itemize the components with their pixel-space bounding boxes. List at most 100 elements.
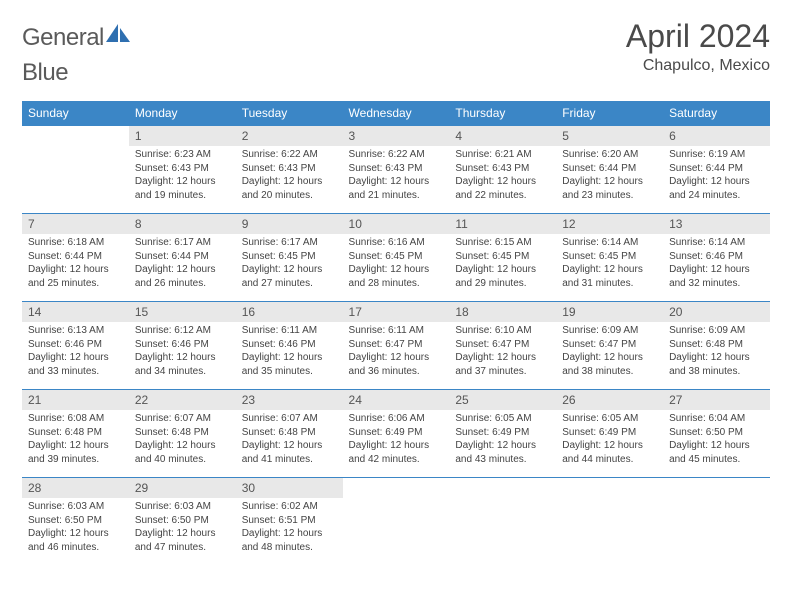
day-number: 18	[449, 302, 556, 322]
calendar-cell: 11Sunrise: 6:15 AMSunset: 6:45 PMDayligh…	[449, 214, 556, 302]
day-details: Sunrise: 6:05 AMSunset: 6:49 PMDaylight:…	[449, 410, 556, 470]
day-number	[663, 478, 770, 484]
day-number	[343, 478, 450, 484]
sunrise-line: Sunrise: 6:03 AM	[135, 500, 230, 514]
day-number: 28	[22, 478, 129, 498]
title-block: April 2024 Chapulco, Mexico	[626, 18, 770, 75]
day-number: 6	[663, 126, 770, 146]
calendar-cell: 19Sunrise: 6:09 AMSunset: 6:47 PMDayligh…	[556, 302, 663, 390]
day-details: Sunrise: 6:14 AMSunset: 6:45 PMDaylight:…	[556, 234, 663, 294]
sunrise-line: Sunrise: 6:20 AM	[562, 148, 657, 162]
calendar-table: Sunday Monday Tuesday Wednesday Thursday…	[22, 101, 770, 566]
sunrise-line: Sunrise: 6:11 AM	[349, 324, 444, 338]
sunset-line: Sunset: 6:43 PM	[135, 162, 230, 176]
logo-text-2: Blue	[22, 59, 68, 86]
day-number: 14	[22, 302, 129, 322]
sunrise-line: Sunrise: 6:23 AM	[135, 148, 230, 162]
daylight-line: Daylight: 12 hours and 43 minutes.	[455, 439, 550, 466]
daylight-line: Daylight: 12 hours and 26 minutes.	[135, 263, 230, 290]
calendar-cell: 30Sunrise: 6:02 AMSunset: 6:51 PMDayligh…	[236, 478, 343, 566]
calendar-cell: 26Sunrise: 6:05 AMSunset: 6:49 PMDayligh…	[556, 390, 663, 478]
calendar-cell: 29Sunrise: 6:03 AMSunset: 6:50 PMDayligh…	[129, 478, 236, 566]
daylight-line: Daylight: 12 hours and 45 minutes.	[669, 439, 764, 466]
sunrise-line: Sunrise: 6:09 AM	[562, 324, 657, 338]
day-details: Sunrise: 6:14 AMSunset: 6:46 PMDaylight:…	[663, 234, 770, 294]
calendar-cell: 18Sunrise: 6:10 AMSunset: 6:47 PMDayligh…	[449, 302, 556, 390]
day-number: 30	[236, 478, 343, 498]
day-number: 21	[22, 390, 129, 410]
calendar-cell: 6Sunrise: 6:19 AMSunset: 6:44 PMDaylight…	[663, 126, 770, 214]
daylight-line: Daylight: 12 hours and 33 minutes.	[28, 351, 123, 378]
daylight-line: Daylight: 12 hours and 22 minutes.	[455, 175, 550, 202]
sunset-line: Sunset: 6:48 PM	[28, 426, 123, 440]
daylight-line: Daylight: 12 hours and 32 minutes.	[669, 263, 764, 290]
calendar-cell: 14Sunrise: 6:13 AMSunset: 6:46 PMDayligh…	[22, 302, 129, 390]
day-details: Sunrise: 6:22 AMSunset: 6:43 PMDaylight:…	[236, 146, 343, 206]
daylight-line: Daylight: 12 hours and 38 minutes.	[562, 351, 657, 378]
calendar-cell: 10Sunrise: 6:16 AMSunset: 6:45 PMDayligh…	[343, 214, 450, 302]
day-number: 23	[236, 390, 343, 410]
sunset-line: Sunset: 6:46 PM	[669, 250, 764, 264]
day-number: 8	[129, 214, 236, 234]
sunset-line: Sunset: 6:44 PM	[135, 250, 230, 264]
sunset-line: Sunset: 6:45 PM	[242, 250, 337, 264]
day-number: 11	[449, 214, 556, 234]
day-details: Sunrise: 6:21 AMSunset: 6:43 PMDaylight:…	[449, 146, 556, 206]
calendar-row: 1Sunrise: 6:23 AMSunset: 6:43 PMDaylight…	[22, 126, 770, 214]
sunset-line: Sunset: 6:49 PM	[562, 426, 657, 440]
day-details: Sunrise: 6:11 AMSunset: 6:47 PMDaylight:…	[343, 322, 450, 382]
day-details: Sunrise: 6:05 AMSunset: 6:49 PMDaylight:…	[556, 410, 663, 470]
sunset-line: Sunset: 6:45 PM	[349, 250, 444, 264]
dayhdr-tue: Tuesday	[236, 101, 343, 126]
sunset-line: Sunset: 6:44 PM	[562, 162, 657, 176]
sunset-line: Sunset: 6:48 PM	[135, 426, 230, 440]
sail-icon	[106, 24, 132, 51]
sunrise-line: Sunrise: 6:13 AM	[28, 324, 123, 338]
sunset-line: Sunset: 6:50 PM	[669, 426, 764, 440]
sunrise-line: Sunrise: 6:15 AM	[455, 236, 550, 250]
sunrise-line: Sunrise: 6:02 AM	[242, 500, 337, 514]
calendar-row: 7Sunrise: 6:18 AMSunset: 6:44 PMDaylight…	[22, 214, 770, 302]
day-number: 12	[556, 214, 663, 234]
day-number	[22, 126, 129, 132]
day-number: 29	[129, 478, 236, 498]
daylight-line: Daylight: 12 hours and 24 minutes.	[669, 175, 764, 202]
calendar-cell: 20Sunrise: 6:09 AMSunset: 6:48 PMDayligh…	[663, 302, 770, 390]
daylight-line: Daylight: 12 hours and 21 minutes.	[349, 175, 444, 202]
dayhdr-mon: Monday	[129, 101, 236, 126]
calendar-cell: 5Sunrise: 6:20 AMSunset: 6:44 PMDaylight…	[556, 126, 663, 214]
day-number: 20	[663, 302, 770, 322]
daylight-line: Daylight: 12 hours and 20 minutes.	[242, 175, 337, 202]
daylight-line: Daylight: 12 hours and 48 minutes.	[242, 527, 337, 554]
sunset-line: Sunset: 6:45 PM	[562, 250, 657, 264]
sunrise-line: Sunrise: 6:07 AM	[242, 412, 337, 426]
day-number: 15	[129, 302, 236, 322]
sunrise-line: Sunrise: 6:14 AM	[669, 236, 764, 250]
daylight-line: Daylight: 12 hours and 46 minutes.	[28, 527, 123, 554]
calendar-cell: 22Sunrise: 6:07 AMSunset: 6:48 PMDayligh…	[129, 390, 236, 478]
day-number: 5	[556, 126, 663, 146]
day-details: Sunrise: 6:16 AMSunset: 6:45 PMDaylight:…	[343, 234, 450, 294]
day-number: 16	[236, 302, 343, 322]
day-details: Sunrise: 6:07 AMSunset: 6:48 PMDaylight:…	[129, 410, 236, 470]
day-number: 9	[236, 214, 343, 234]
calendar-cell	[343, 478, 450, 566]
sunrise-line: Sunrise: 6:06 AM	[349, 412, 444, 426]
daylight-line: Daylight: 12 hours and 28 minutes.	[349, 263, 444, 290]
calendar-cell: 8Sunrise: 6:17 AMSunset: 6:44 PMDaylight…	[129, 214, 236, 302]
calendar-cell	[663, 478, 770, 566]
sunset-line: Sunset: 6:46 PM	[242, 338, 337, 352]
daylight-line: Daylight: 12 hours and 36 minutes.	[349, 351, 444, 378]
day-details: Sunrise: 6:11 AMSunset: 6:46 PMDaylight:…	[236, 322, 343, 382]
sunset-line: Sunset: 6:48 PM	[242, 426, 337, 440]
daylight-line: Daylight: 12 hours and 37 minutes.	[455, 351, 550, 378]
day-details: Sunrise: 6:03 AMSunset: 6:50 PMDaylight:…	[129, 498, 236, 558]
day-details: Sunrise: 6:20 AMSunset: 6:44 PMDaylight:…	[556, 146, 663, 206]
day-number	[449, 478, 556, 484]
sunrise-line: Sunrise: 6:05 AM	[562, 412, 657, 426]
day-details: Sunrise: 6:06 AMSunset: 6:49 PMDaylight:…	[343, 410, 450, 470]
calendar-cell: 4Sunrise: 6:21 AMSunset: 6:43 PMDaylight…	[449, 126, 556, 214]
day-details: Sunrise: 6:19 AMSunset: 6:44 PMDaylight:…	[663, 146, 770, 206]
day-details: Sunrise: 6:09 AMSunset: 6:48 PMDaylight:…	[663, 322, 770, 382]
day-number: 17	[343, 302, 450, 322]
